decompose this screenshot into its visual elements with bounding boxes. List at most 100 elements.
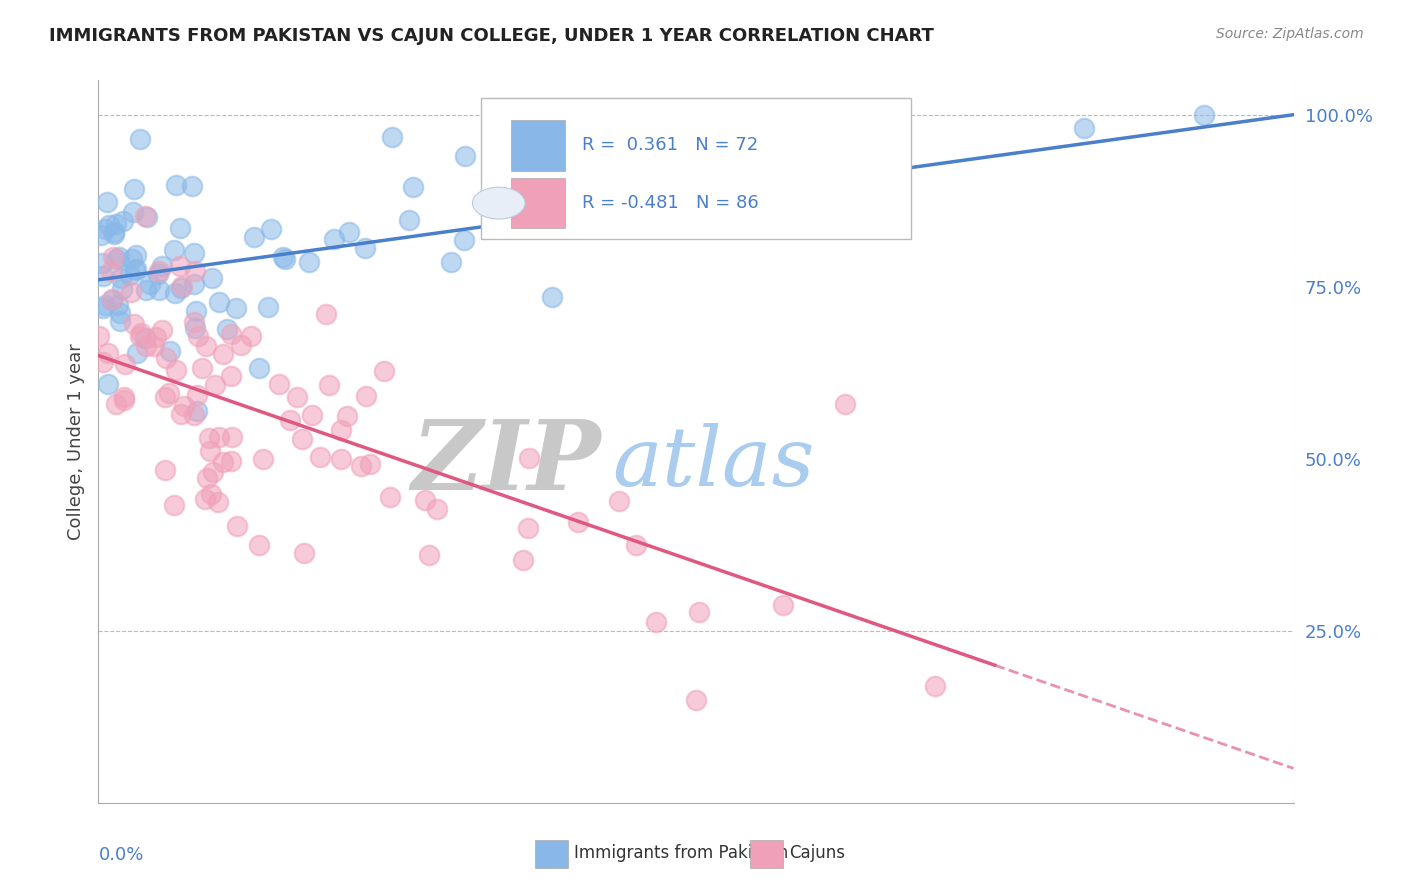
Point (101, 292, 124, 306)
Point (97, 377, 120, 392)
Point (111, 282, 134, 296)
Point (121, 252, 143, 266)
Point (125, 262, 148, 277)
Point (118, 268, 141, 283)
Point (165, 178, 187, 192)
Point (298, 255, 321, 269)
Point (243, 229, 266, 244)
Point (148, 283, 170, 297)
Point (183, 315, 205, 329)
Point (114, 357, 136, 371)
Point (217, 321, 239, 335)
Point (101, 250, 124, 264)
Point (772, 598, 794, 612)
Point (110, 271, 132, 285)
Point (125, 248, 148, 262)
Point (165, 285, 187, 300)
Point (103, 226, 125, 240)
Point (645, 615, 668, 630)
Point (267, 377, 290, 392)
Point (208, 295, 231, 310)
Point (291, 433, 314, 447)
Point (315, 307, 337, 321)
Point (339, 225, 361, 239)
Point (183, 246, 205, 260)
Point (380, 490, 402, 504)
Point (146, 267, 169, 281)
Point (336, 409, 359, 423)
Point (163, 243, 186, 257)
Point (170, 280, 193, 294)
Point (440, 255, 463, 269)
Point (91, 256, 114, 270)
Point (350, 458, 373, 473)
Point (211, 455, 233, 469)
Point (169, 259, 191, 273)
Point (112, 214, 135, 228)
Point (131, 326, 153, 340)
Point (201, 270, 224, 285)
Point (354, 241, 377, 255)
Point (183, 264, 205, 278)
Point (1073, 121, 1095, 136)
Point (195, 471, 218, 485)
Text: Cajuns: Cajuns (789, 845, 845, 863)
Point (517, 451, 540, 466)
Point (186, 304, 208, 318)
Point (134, 209, 156, 223)
Point (373, 364, 395, 378)
Point (112, 390, 135, 404)
Text: ZIP: ZIP (411, 417, 600, 510)
Point (454, 149, 477, 163)
Point (145, 329, 167, 343)
Text: IMMIGRANTS FROM PAKISTAN VS CAJUN COLLEGE, UNDER 1 YEAR CORRELATION CHART: IMMIGRANTS FROM PAKISTAN VS CAJUN COLLEG… (49, 27, 934, 45)
Point (181, 178, 204, 193)
Point (200, 487, 222, 501)
Point (323, 232, 346, 246)
Point (108, 250, 131, 264)
Point (91, 355, 114, 369)
Y-axis label: College, Under 1 year: College, Under 1 year (66, 343, 84, 540)
Point (186, 388, 208, 402)
Point (540, 289, 562, 303)
Point (87, 329, 110, 343)
Point (163, 498, 186, 512)
Text: Source: ZipAtlas.com: Source: ZipAtlas.com (1216, 27, 1364, 41)
Point (166, 363, 188, 377)
Point (183, 409, 205, 423)
Point (97, 346, 120, 360)
Point (128, 329, 150, 343)
Point (226, 518, 249, 533)
Point (135, 283, 157, 297)
Point (143, 339, 166, 353)
Point (91, 268, 114, 283)
Point (381, 129, 404, 144)
Point (105, 217, 128, 231)
Point (170, 279, 193, 293)
Bar (510, 178, 565, 228)
Point (103, 227, 125, 242)
Point (93, 298, 115, 312)
Point (252, 451, 274, 466)
Text: Immigrants from Pakistan: Immigrants from Pakistan (574, 845, 789, 863)
Point (120, 285, 142, 299)
Point (285, 390, 308, 404)
Point (260, 221, 283, 235)
Point (1192, 108, 1215, 122)
Point (90, 227, 112, 242)
Point (96, 194, 118, 209)
Point (329, 423, 352, 437)
Text: 0.0%: 0.0% (98, 847, 143, 864)
Point (257, 301, 280, 315)
Point (202, 466, 225, 480)
Point (108, 314, 131, 328)
Point (225, 301, 247, 315)
Point (122, 317, 145, 331)
Point (398, 213, 420, 227)
Point (924, 679, 946, 693)
Point (280, 413, 302, 427)
Point (94, 221, 117, 235)
Point (187, 329, 209, 343)
Point (418, 548, 440, 562)
Point (153, 390, 176, 404)
